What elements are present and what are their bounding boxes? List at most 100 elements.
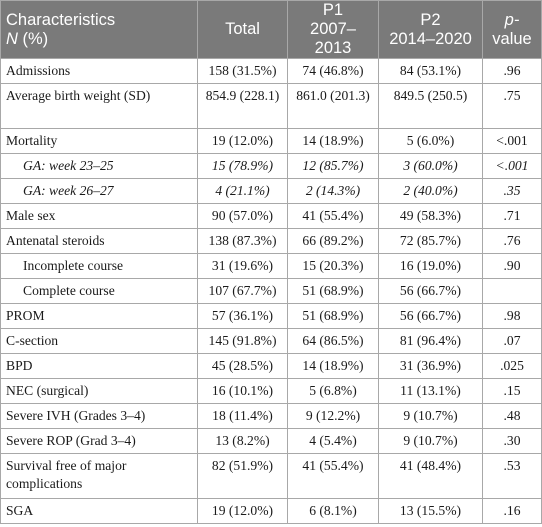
cell-total: 138 (87.3%) (197, 228, 288, 254)
row-label: C-section (0, 328, 198, 354)
cell-pvalue (482, 278, 542, 304)
cell-total: 854.9 (228.1) (197, 83, 288, 129)
cell-pvalue: .96 (482, 58, 542, 84)
header-pvalue: p- value (482, 0, 542, 59)
cell-pvalue: .30 (482, 428, 542, 454)
table-row: Admissions 158 (31.5%) 74 (46.8%) 84 (53… (0, 58, 542, 84)
header-p2-line2: 2014–2020 (389, 29, 472, 48)
row-label: Survival free of major complications (0, 453, 198, 499)
row-label: Admissions (0, 58, 198, 84)
row-label: Male sex (0, 203, 198, 229)
table-row: Survival free of major complications 82 … (0, 453, 542, 499)
row-label: Average birth weight (SD) (0, 83, 198, 129)
row-label: GA: week 23–25 (0, 153, 198, 179)
table-row: GA: week 23–25 15 (78.9%) 12 (85.7%) 3 (… (0, 153, 542, 179)
header-n-pct-n: N (6, 29, 18, 48)
table-row: PROM 57 (36.1%) 51 (68.9%) 56 (66.7%) .9… (0, 303, 542, 329)
cell-pvalue: <.001 (482, 153, 542, 179)
table-row: Severe IVH (Grades 3–4) 18 (11.4%) 9 (12… (0, 403, 542, 429)
cell-pvalue: .71 (482, 203, 542, 229)
cell-p2: 84 (53.1%) (378, 58, 483, 84)
cell-p1: 12 (85.7%) (287, 153, 379, 179)
cell-p1: 5 (6.8%) (287, 378, 379, 404)
table-row: GA: week 26–27 4 (21.1%) 2 (14.3%) 2 (40… (0, 178, 542, 204)
cell-pvalue: .98 (482, 303, 542, 329)
header-n-pct: N (%) (6, 30, 192, 49)
cell-p2: 72 (85.7%) (378, 228, 483, 254)
row-label: BPD (0, 353, 198, 379)
table-row: Male sex 90 (57.0%) 41 (55.4%) 49 (58.3%… (0, 203, 542, 229)
cell-p2: 41 (48.4%) (378, 453, 483, 499)
header-p1: P1 2007–2013 (287, 0, 379, 59)
cell-total: 107 (67.7%) (197, 278, 288, 304)
cell-pvalue: .16 (482, 498, 542, 524)
row-label: Complete course (0, 278, 198, 304)
cell-total: 82 (51.9%) (197, 453, 288, 499)
cell-pvalue: .07 (482, 328, 542, 354)
cell-pvalue: .53 (482, 453, 542, 499)
header-pvalue-p: p- (504, 10, 520, 29)
table-row: SGA 19 (12.0%) 6 (8.1%) 13 (15.5%) .16 (0, 498, 542, 524)
header-p1-line2: 2007–2013 (310, 20, 356, 57)
table-row: Severe ROP (Grad 3–4) 13 (8.2%) 4 (5.4%)… (0, 428, 542, 454)
cell-p2: 56 (66.7%) (378, 278, 483, 304)
header-p2-line1: P2 (420, 10, 441, 29)
cell-p1: 51 (68.9%) (287, 303, 379, 329)
table-body: Admissions 158 (31.5%) 74 (46.8%) 84 (53… (0, 58, 542, 524)
header-p2: P2 2014–2020 (378, 0, 483, 59)
cell-total: 18 (11.4%) (197, 403, 288, 429)
table-row: Complete course 107 (67.7%) 51 (68.9%) 5… (0, 278, 542, 304)
cell-pvalue: <.001 (482, 128, 542, 154)
cell-p1: 66 (89.2%) (287, 228, 379, 254)
cell-total: 16 (10.1%) (197, 378, 288, 404)
header-p1-line1: P1 (322, 1, 344, 19)
cell-total: 31 (19.6%) (197, 253, 288, 279)
cell-total: 57 (36.1%) (197, 303, 288, 329)
cell-p1: 6 (8.1%) (287, 498, 379, 524)
cell-pvalue: .15 (482, 378, 542, 404)
cell-total: 15 (78.9%) (197, 153, 288, 179)
cell-pvalue: .48 (482, 403, 542, 429)
header-row: Characteristics N (%) Total P1 2007–2013… (0, 0, 542, 59)
cell-p1: 41 (55.4%) (287, 453, 379, 499)
row-label: SGA (0, 498, 198, 524)
cell-p2: 11 (13.1%) (378, 378, 483, 404)
cell-p2: 9 (10.7%) (378, 403, 483, 429)
table-row: NEC (surgical) 16 (10.1%) 5 (6.8%) 11 (1… (0, 378, 542, 404)
cell-p1: 861.0 (201.3) (287, 83, 379, 129)
table-row: Average birth weight (SD) 854.9 (228.1) … (0, 83, 542, 129)
row-label: Severe IVH (Grades 3–4) (0, 403, 198, 429)
cell-total: 45 (28.5%) (197, 353, 288, 379)
cell-p1: 15 (20.3%) (287, 253, 379, 279)
cell-p2: 2 (40.0%) (378, 178, 483, 204)
cell-p1: 9 (12.2%) (287, 403, 379, 429)
table-row: Antenatal steroids 138 (87.3%) 66 (89.2%… (0, 228, 542, 254)
cell-p1: 14 (18.9%) (287, 128, 379, 154)
cell-total: 158 (31.5%) (197, 58, 288, 84)
header-pvalue-line2: value (492, 29, 532, 48)
cell-p2: 31 (36.9%) (378, 353, 483, 379)
cell-p2: 56 (66.7%) (378, 303, 483, 329)
table-header: Characteristics N (%) Total P1 2007–2013… (0, 0, 542, 59)
cell-total: 19 (12.0%) (197, 128, 288, 154)
cell-p1: 2 (14.3%) (287, 178, 379, 204)
cell-p1: 41 (55.4%) (287, 203, 379, 229)
cell-total: 4 (21.1%) (197, 178, 288, 204)
table-row: Incomplete course 31 (19.6%) 15 (20.3%) … (0, 253, 542, 279)
header-characteristics-label: Characteristics (6, 10, 116, 29)
cell-pvalue: .90 (482, 253, 542, 279)
header-pvalue-line1: p- (488, 11, 536, 30)
cell-p2: 16 (19.0%) (378, 253, 483, 279)
cell-p2: 9 (10.7%) (378, 428, 483, 454)
cell-pvalue: .76 (482, 228, 542, 254)
cell-p2: 49 (58.3%) (378, 203, 483, 229)
table-row: BPD 45 (28.5%) 14 (18.9%) 31 (36.9%) .02… (0, 353, 542, 379)
cell-p2: 849.5 (250.5) (378, 83, 483, 129)
row-label: Antenatal steroids (0, 228, 198, 254)
row-label: Severe ROP (Grad 3–4) (0, 428, 198, 454)
table-row: C-section 145 (91.8%) 64 (86.5%) 81 (96.… (0, 328, 542, 354)
cell-p2: 13 (15.5%) (378, 498, 483, 524)
row-label: PROM (0, 303, 198, 329)
header-characteristics: Characteristics N (%) (0, 0, 198, 59)
